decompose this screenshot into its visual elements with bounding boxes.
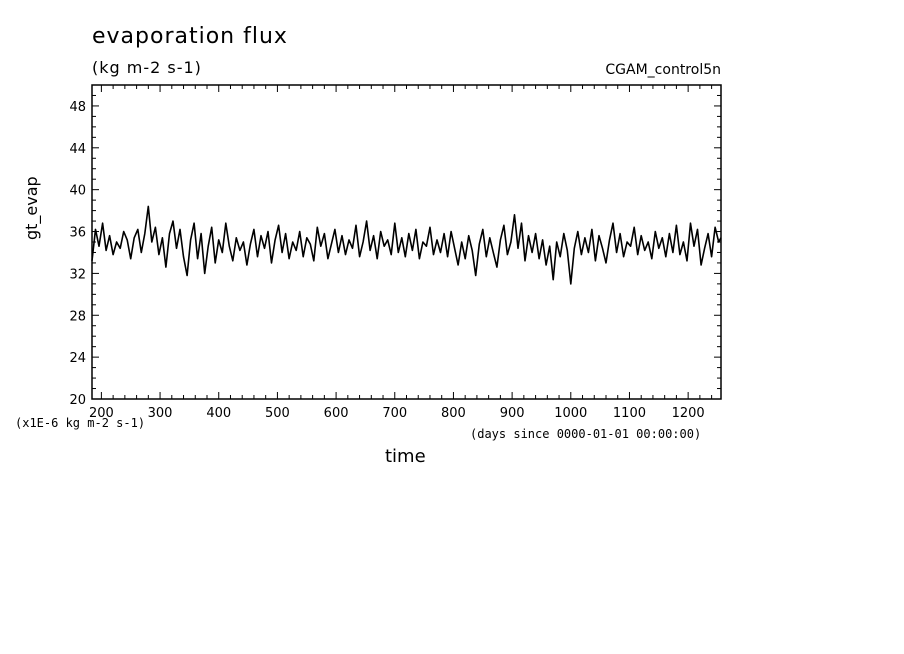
- y-tick-label: 44: [69, 142, 86, 157]
- y-tick-label: 32: [69, 267, 86, 282]
- x-tick-label: 300: [148, 406, 173, 421]
- plot-frame: [91, 84, 722, 400]
- x-axis-label: time: [385, 446, 426, 467]
- y-scale-note: (x1E-6 kg m-2 s-1): [15, 416, 146, 430]
- x-tick-label: 800: [441, 406, 466, 421]
- y-tick-label: 28: [69, 309, 86, 324]
- y-tick-label: 20: [69, 393, 86, 408]
- x-tick-label: 400: [206, 406, 231, 421]
- x-tick-label: 1000: [554, 406, 587, 421]
- y-tick-label: 24: [69, 351, 86, 366]
- x-units-note: (days since 0000-01-01 00:00:00): [470, 427, 702, 441]
- series-line: [91, 205, 722, 285]
- x-tick-label: 900: [500, 406, 525, 421]
- chart-units: (kg m-2 s-1): [92, 58, 202, 77]
- x-tick-label: 600: [324, 406, 349, 421]
- y-tick-label: 48: [69, 100, 86, 115]
- x-tick-label: 200: [89, 406, 114, 421]
- y-tick-label: 40: [69, 184, 86, 199]
- tick-labels: 200 300 400 500 600 700 800 900 1000 1100 1200 20 24…: [69, 100, 704, 421]
- x-tick-label: 500: [265, 406, 290, 421]
- x-tick-label: 1200: [672, 406, 705, 421]
- x-tick-label: 700: [382, 406, 407, 421]
- chart-title: evaporation flux: [92, 24, 288, 49]
- dataset-label: CGAM_control5n: [605, 62, 721, 78]
- x-tick-label: 1100: [613, 406, 646, 421]
- y-tick-label: 36: [69, 226, 86, 241]
